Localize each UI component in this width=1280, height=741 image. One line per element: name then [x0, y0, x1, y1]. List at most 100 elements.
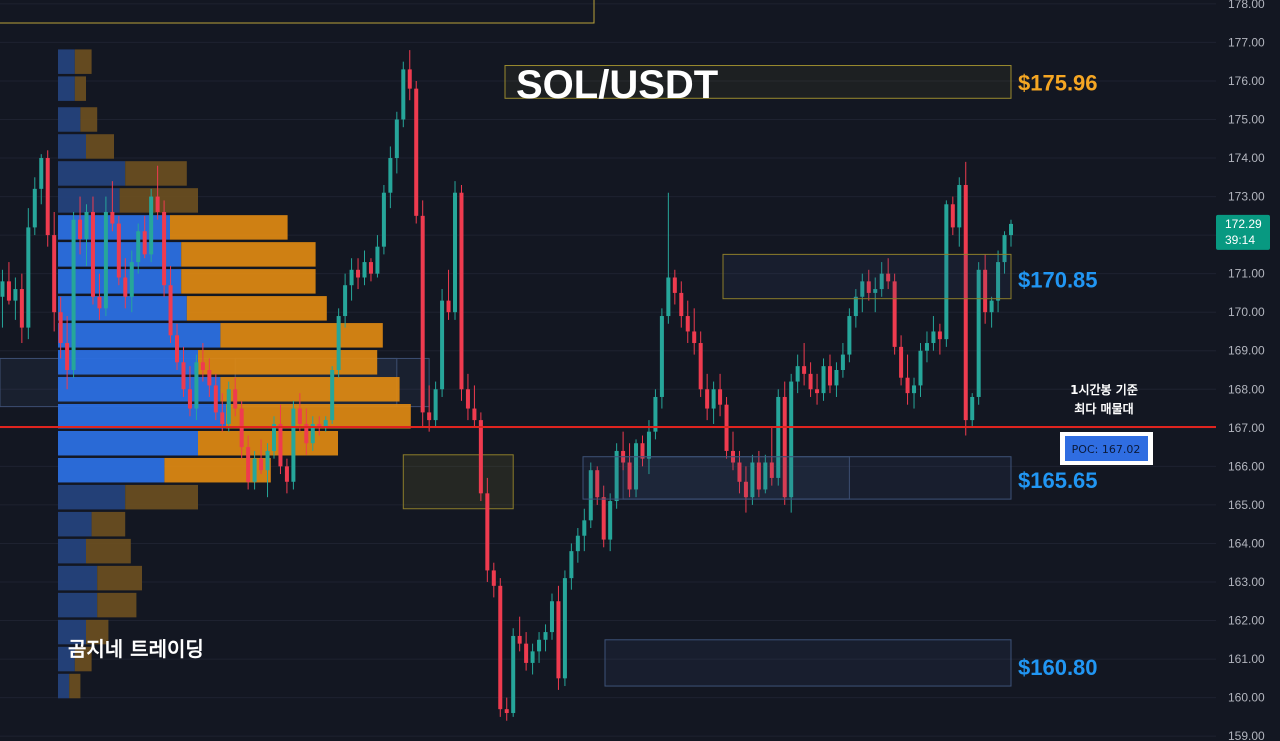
candle-body [795, 366, 800, 382]
y-tick-label: 173.00 [1228, 190, 1265, 204]
current-price-label: 172.29 [1225, 217, 1262, 231]
candle [924, 331, 929, 363]
candle-body [162, 211, 167, 286]
candle-body [336, 316, 341, 370]
candle [420, 200, 425, 428]
candle-body [705, 389, 710, 409]
candle [375, 235, 380, 278]
price-zone [622, 456, 850, 500]
candle [207, 358, 212, 397]
candle [679, 281, 684, 328]
candle [873, 277, 878, 313]
candle [705, 373, 710, 421]
candle-body [937, 331, 942, 340]
candle-body [381, 192, 386, 247]
candle [78, 196, 83, 255]
candle-body [265, 450, 270, 471]
volume-bar-down [86, 619, 109, 645]
candle [362, 250, 367, 286]
level-box [604, 639, 1012, 687]
candle [957, 177, 962, 247]
candle [26, 208, 31, 340]
candle-body [65, 343, 70, 370]
candle-body [323, 420, 328, 428]
candle [718, 373, 723, 417]
candle [168, 265, 173, 344]
candle [336, 308, 341, 378]
candle [19, 273, 24, 344]
candle [136, 223, 141, 274]
price-zone [402, 454, 514, 510]
candle [187, 366, 192, 417]
candle [427, 385, 432, 432]
candle [944, 200, 949, 347]
candle-body [711, 389, 716, 409]
volume-bar-up [58, 565, 98, 591]
candle-body [278, 423, 283, 467]
candle-body [246, 447, 251, 482]
candle-body [886, 273, 891, 282]
candle [330, 366, 335, 424]
volume-bar-up [58, 646, 75, 672]
candle-body [1008, 223, 1014, 236]
candle-body [259, 458, 264, 471]
candle-body [110, 211, 115, 224]
candle-body [13, 289, 18, 301]
candle-body [32, 188, 37, 228]
candle-body [375, 246, 380, 274]
level-box [582, 456, 1012, 500]
candle [142, 215, 147, 259]
candle [608, 493, 613, 552]
candle-body [39, 158, 44, 189]
candle-body [847, 316, 852, 355]
candle-body [226, 389, 231, 424]
candle-body [827, 366, 832, 386]
volume-bar-up [58, 188, 120, 213]
candle [162, 200, 167, 297]
candle [627, 443, 632, 498]
candle-body [427, 412, 432, 421]
candle [950, 196, 955, 236]
candle [13, 277, 18, 320]
candle-body [698, 343, 703, 390]
candle-body [6, 281, 11, 301]
candle-body [595, 470, 600, 498]
candle [388, 146, 393, 209]
candle [265, 443, 270, 498]
volume-bar-up [58, 161, 126, 186]
candle-body [517, 635, 522, 644]
candle-body [718, 389, 723, 405]
volume-bar-down [125, 161, 187, 186]
volume-bar-up [58, 49, 75, 74]
candle [291, 400, 296, 490]
candle-body [782, 396, 787, 498]
candle [194, 354, 199, 421]
candle [537, 632, 542, 663]
candle-body [970, 396, 975, 421]
y-tick-label: 177.00 [1228, 35, 1265, 49]
y-tick-label: 162.00 [1228, 614, 1265, 628]
candle [52, 211, 57, 332]
candle [556, 585, 561, 690]
candle-body [685, 316, 690, 332]
candle-body [1002, 235, 1007, 263]
candle-body [963, 185, 968, 421]
candle-body [692, 331, 697, 344]
candle-body [672, 277, 677, 293]
candle-body [19, 289, 24, 328]
candle-body [931, 331, 936, 344]
candle-body [194, 362, 199, 409]
current-price-tag: 172.29 39:14 [1216, 214, 1270, 250]
countdown-label: 39:14 [1225, 233, 1255, 247]
candle [65, 316, 70, 390]
candle-body [912, 385, 917, 394]
candle-body [459, 192, 464, 390]
candle [827, 354, 832, 394]
candlesticks [0, 50, 1014, 721]
volume-bar-down [125, 484, 198, 510]
candle [899, 335, 904, 386]
candle-body [524, 643, 529, 663]
volume-bar-down [181, 269, 316, 294]
watermark: 곰지네 트레이딩 [68, 637, 204, 661]
